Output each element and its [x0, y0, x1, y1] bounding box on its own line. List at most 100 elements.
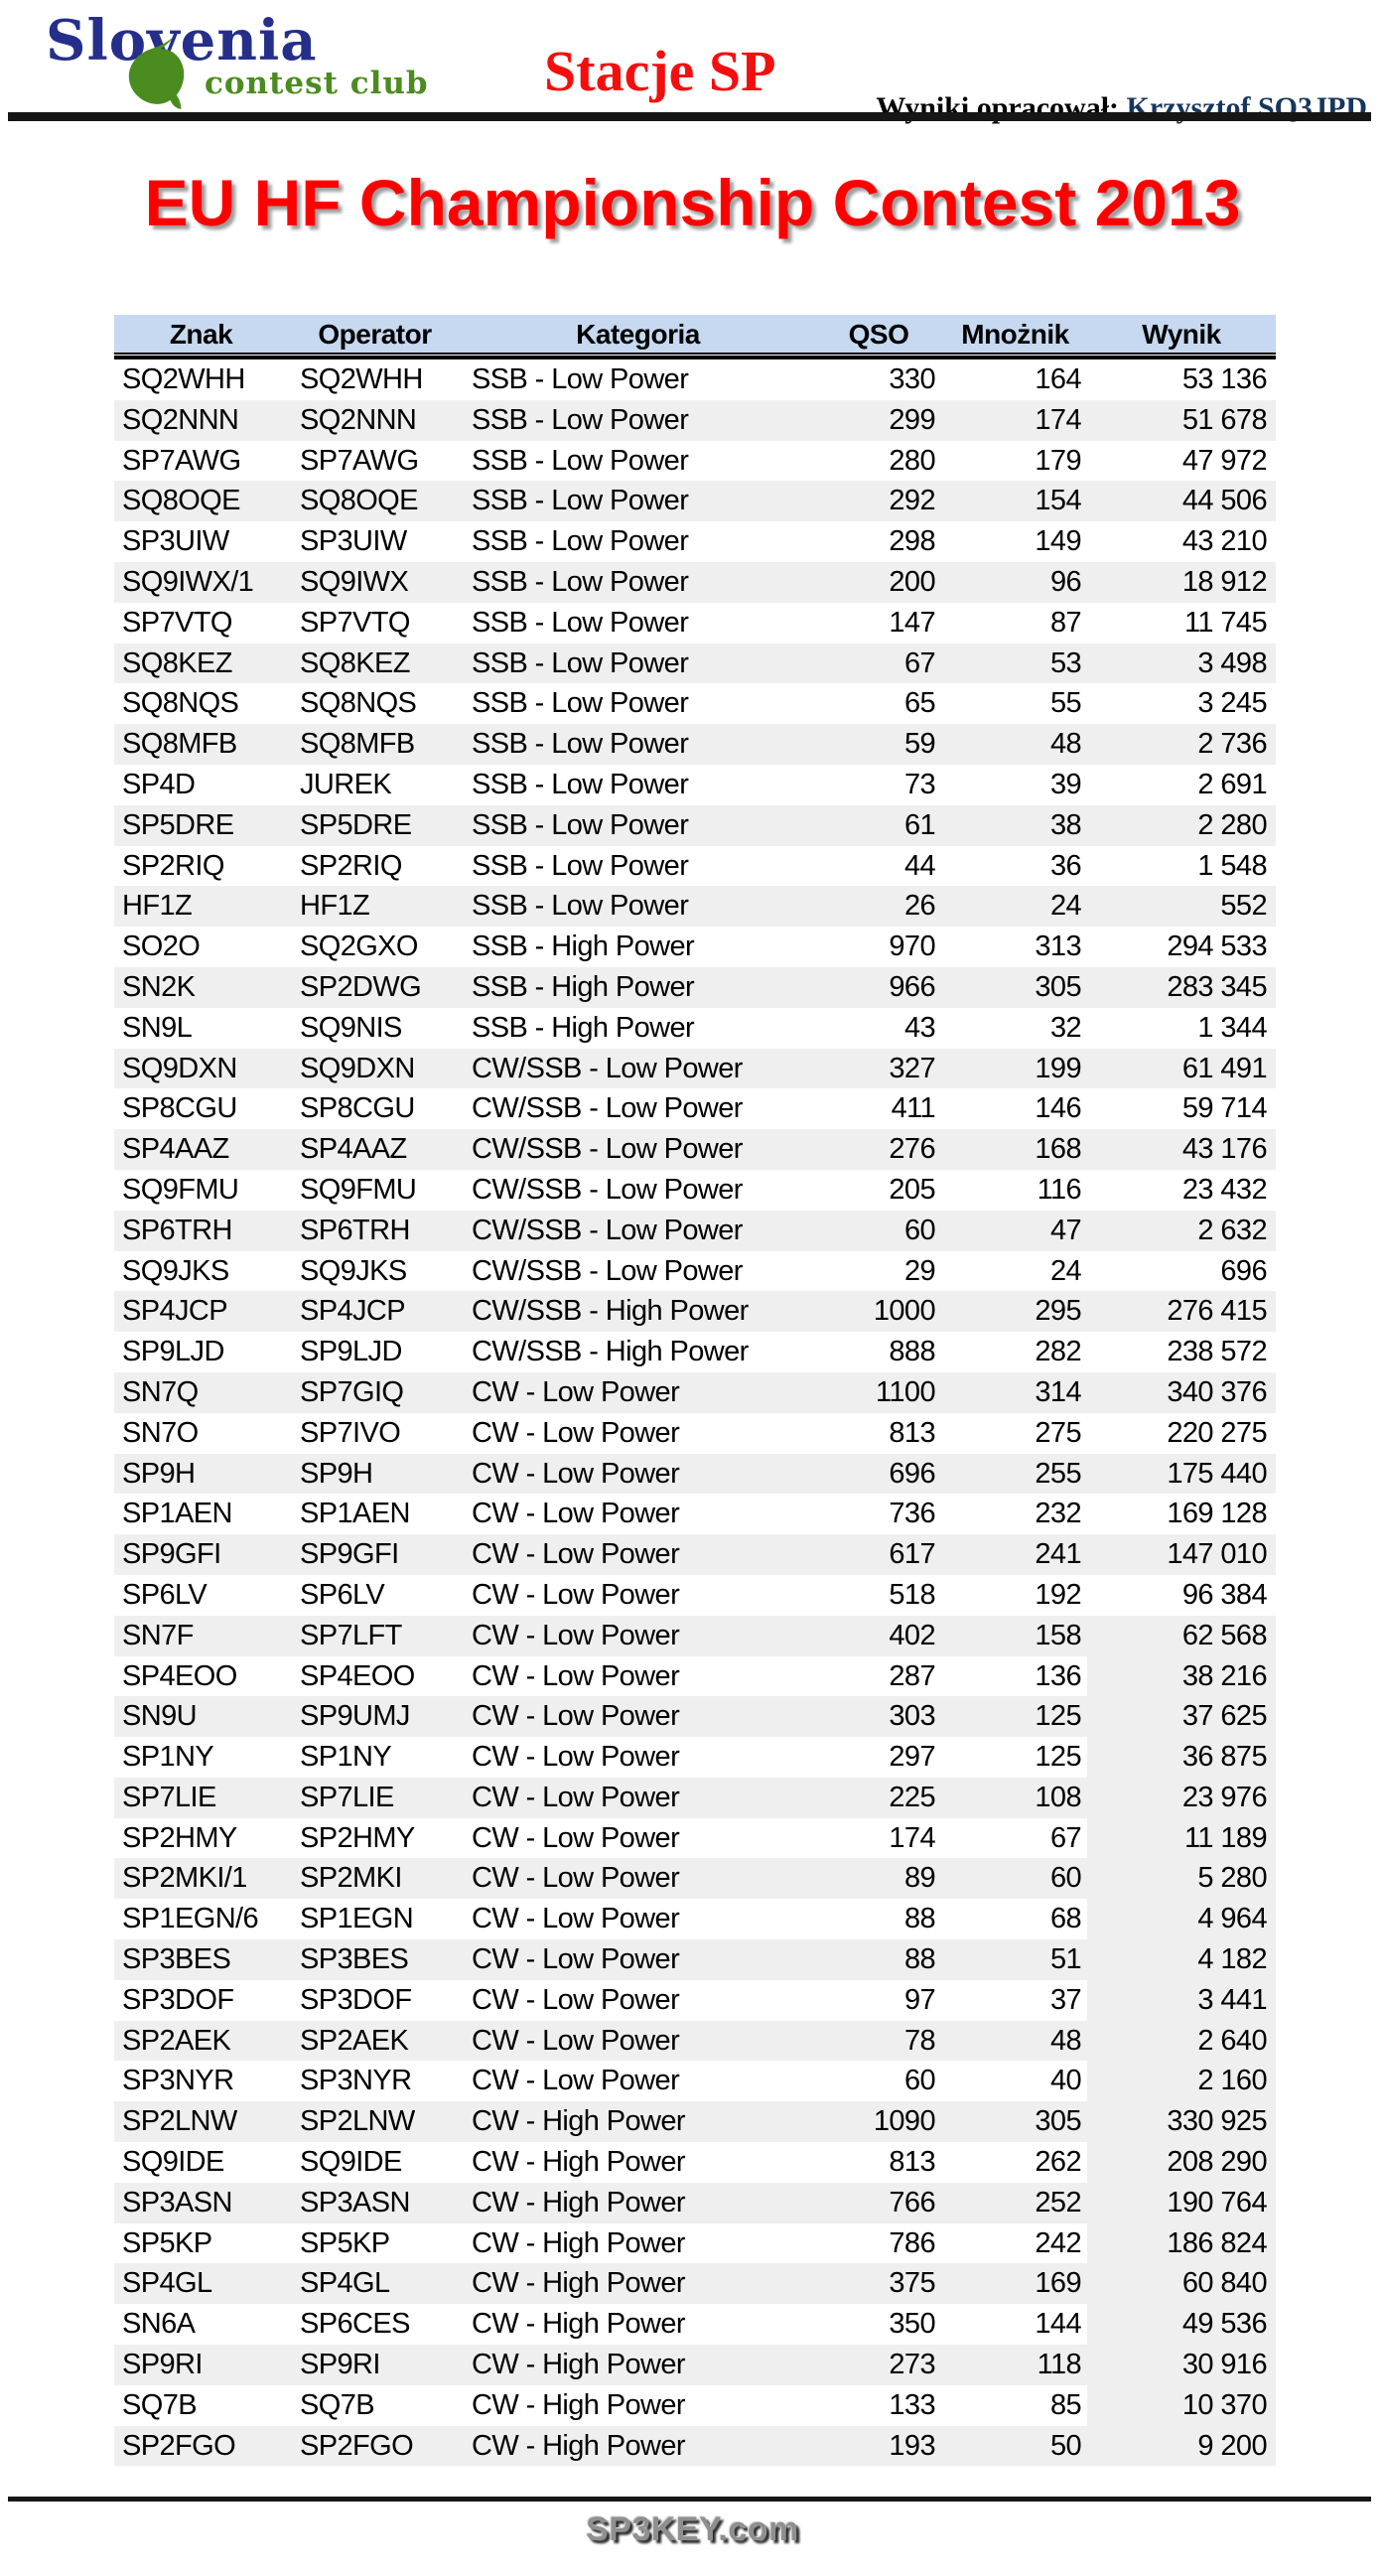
scc-logo: Slovenia contest club	[30, 6, 467, 117]
score-cell: 294 533	[1167, 930, 1267, 963]
logo-text-contest-club: contest club	[205, 66, 429, 101]
category-cell: CW/SSB - Low Power	[472, 1092, 743, 1125]
qso-cell: 303	[889, 1700, 935, 1733]
multiplier-cell: 146	[1035, 1092, 1081, 1125]
qso-cell: 193	[889, 2429, 935, 2462]
operator-cell: SP7GIQ	[300, 1375, 404, 1408]
score-cell: 60 840	[1087, 2263, 1276, 2305]
multiplier-cell: 149	[1035, 525, 1081, 558]
callsign-cell: SP6TRH	[122, 1214, 232, 1246]
score-cell: 2 632	[1197, 1214, 1267, 1246]
category-cell: SSB - High Power	[472, 930, 695, 963]
qso-cell: 44	[903, 849, 936, 882]
multiplier-cell: 192	[1035, 1578, 1081, 1611]
callsign-cell: SN6A	[122, 2308, 196, 2341]
table-row: SP2MKI/1 SP2MKI CW - Low Power 89 60 5 280	[114, 1858, 1276, 1900]
multiplier-cell: 55	[1049, 687, 1082, 720]
category-cell: SSB - Low Power	[472, 768, 689, 800]
score-cell: 186 824	[1087, 2222, 1276, 2264]
callsign-cell: SP1AEN	[122, 1498, 232, 1530]
table-row: SN9L SQ9NIS SSB - High Power 43 32 1 344	[114, 1007, 1276, 1049]
multiplier-cell: 125	[1035, 1741, 1081, 1774]
operator-cell: SP2AEK	[300, 2024, 409, 2057]
category-cell: CW - High Power	[472, 2429, 686, 2462]
table-row: SP3DOF SP3DOF CW - Low Power 97 37 3 441	[114, 1979, 1276, 2021]
operator-cell: SP3UIW	[300, 525, 407, 558]
table-header-row: Znak Operator Kategoria QSO Mnożnik Wynik	[114, 315, 1276, 353]
qso-cell: 73	[903, 768, 936, 800]
score-cell: 2 640	[1087, 2020, 1276, 2062]
table-row: SQ2WHH SQ2WHH SSB - Low Power 330 164 53 136	[114, 359, 1276, 400]
category-cell: CW - Low Power	[472, 2024, 680, 2057]
table-row: SP4EOO SP4EOO CW - Low Power 287 136 38 216	[114, 1655, 1276, 1697]
operator-cell: SQ9IWX	[300, 565, 409, 598]
operator-cell: SP4JCP	[300, 1295, 406, 1328]
table-row: SP5KP SP5KP CW - High Power 786 242 186 824	[114, 2222, 1276, 2264]
multiplier-cell: 24	[1049, 1254, 1082, 1287]
score-cell: 1 548	[1197, 849, 1267, 882]
table-row: SP3UIW SP3UIW SSB - Low Power 298 149 43 210	[114, 521, 1276, 562]
score-cell: 2 736	[1197, 728, 1267, 761]
multiplier-cell: 108	[1035, 1781, 1081, 1813]
multiplier-cell: 136	[1035, 1659, 1081, 1692]
callsign-cell: SP2AEK	[122, 2024, 231, 2057]
callsign-cell: SQ8KEZ	[122, 646, 232, 679]
qso-cell: 375	[889, 2267, 935, 2300]
multiplier-cell: 96	[1049, 565, 1082, 598]
operator-cell: SP2FGO	[300, 2429, 414, 2462]
operator-cell: SP5KP	[300, 2226, 390, 2259]
qso-cell: 786	[889, 2226, 935, 2259]
operator-cell: SP7LFT	[300, 1619, 402, 1651]
table-row: SP9GFI SP9GFI CW - Low Power 617 241 147 010	[114, 1534, 1276, 1575]
bottom-divider	[8, 2497, 1371, 2502]
table-row: SP4AAZ SP4AAZ CW/SSB - Low Power 276 168 43 1…	[114, 1129, 1276, 1170]
table-row: SP8CGU SP8CGU CW/SSB - Low Power 411 146 59 7…	[114, 1088, 1276, 1130]
qso-cell: 29	[903, 1254, 936, 1287]
callsign-cell: SP7LIE	[122, 1781, 216, 1813]
multiplier-cell: 32	[1049, 1011, 1082, 1044]
qso-cell: 174	[889, 1821, 935, 1854]
callsign-cell: SP4GL	[122, 2267, 212, 2300]
operator-cell: SP2HMY	[300, 1821, 415, 1854]
qso-cell: 78	[903, 2024, 936, 2057]
qso-cell: 273	[889, 2349, 935, 2381]
multiplier-cell: 169	[1035, 2267, 1081, 2300]
qso-cell: 813	[889, 2146, 935, 2179]
callsign-cell: SQ8OQE	[122, 485, 240, 517]
score-cell: 4 182	[1087, 1939, 1276, 1980]
category-cell: CW/SSB - Low Power	[472, 1173, 743, 1206]
score-cell: 2 691	[1197, 768, 1267, 800]
callsign-cell: SP5DRE	[122, 808, 234, 841]
score-cell: 38 216	[1087, 1655, 1276, 1697]
score-cell: 51 678	[1181, 403, 1268, 436]
multiplier-cell: 47	[1049, 1214, 1082, 1246]
score-cell: 37 625	[1087, 1696, 1276, 1738]
callsign-cell: SN2K	[122, 970, 196, 1003]
category-cell: CW - High Power	[472, 2349, 686, 2381]
table-row: SO2O SQ2GXO SSB - High Power 970 313 294 533	[114, 927, 1276, 967]
score-cell: 96 384	[1181, 1578, 1268, 1611]
operator-cell: SQ7B	[300, 2388, 375, 2421]
qso-cell: 88	[903, 1943, 936, 1976]
callsign-cell: SQ9IDE	[122, 2146, 224, 2179]
score-cell: 5 280	[1087, 1858, 1276, 1900]
operator-cell: SQ2WHH	[300, 363, 423, 395]
callsign-cell: SP2MKI/1	[122, 1862, 247, 1895]
qso-cell: 411	[891, 1092, 936, 1125]
table-row: SP2RIQ SP2RIQ SSB - Low Power 44 36 1 548	[114, 845, 1276, 887]
multiplier-cell: 174	[1035, 403, 1081, 436]
category-cell: CW/SSB - High Power	[472, 1295, 749, 1328]
table-row: SP1EGN/6 SP1EGN CW - Low Power 88 68 4 964	[114, 1899, 1276, 1940]
category-cell: CW - Low Power	[472, 1983, 680, 2016]
category-cell: CW - Low Power	[472, 1416, 680, 1449]
table-row: SP7LIE SP7LIE CW - Low Power 225 108 23 976	[114, 1777, 1276, 1818]
callsign-cell: SP4EOO	[122, 1659, 237, 1692]
operator-cell: SP7AWG	[300, 444, 419, 477]
operator-cell: SP5DRE	[300, 808, 412, 841]
multiplier-cell: 87	[1049, 606, 1082, 639]
score-cell: 44 506	[1181, 485, 1268, 517]
qso-cell: 287	[889, 1659, 935, 1692]
operator-cell: SP3DOF	[300, 1983, 412, 2016]
table-row: SP7AWG SP7AWG SSB - Low Power 280 179 47 972	[114, 440, 1276, 482]
qso-cell: 298	[889, 525, 935, 558]
